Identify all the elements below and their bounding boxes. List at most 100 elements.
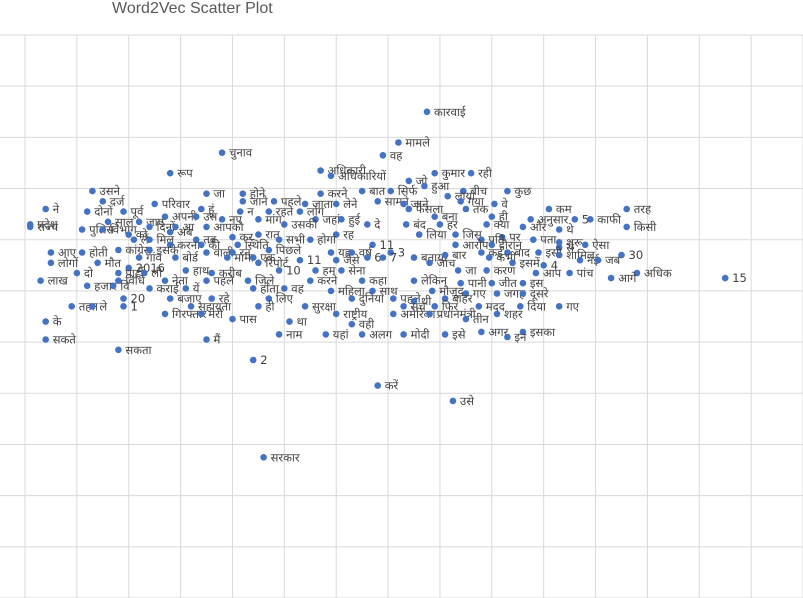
scatter-point[interactable] — [68, 303, 75, 310]
scatter-point[interactable] — [540, 262, 547, 269]
scatter-point[interactable] — [410, 254, 418, 261]
scatter-point[interactable] — [229, 249, 236, 256]
scatter-point[interactable] — [555, 251, 563, 259]
scatter-point[interactable] — [172, 223, 179, 231]
scatter-point[interactable] — [364, 221, 371, 228]
scatter-point[interactable] — [441, 331, 449, 338]
scatter-point[interactable] — [504, 249, 511, 256]
scatter-point[interactable] — [73, 269, 81, 277]
scatter-point[interactable] — [390, 295, 397, 302]
scatter-point[interactable] — [166, 228, 174, 236]
scatter-point[interactable] — [286, 318, 293, 325]
scatter-point[interactable] — [255, 259, 262, 267]
scatter-point[interactable] — [504, 333, 511, 341]
scatter-point[interactable] — [37, 277, 44, 285]
scatter-point[interactable] — [161, 310, 169, 318]
scatter-point[interactable] — [491, 200, 498, 208]
scatter-point[interactable] — [42, 318, 49, 325]
scatter-point[interactable] — [426, 310, 433, 318]
scatter-point[interactable] — [255, 303, 262, 310]
scatter-point[interactable] — [527, 216, 534, 223]
scatter-point[interactable] — [317, 167, 324, 174]
scatter-point[interactable] — [467, 169, 475, 177]
scatter-point[interactable] — [423, 108, 431, 116]
scatter-point[interactable] — [166, 169, 174, 177]
scatter-point[interactable] — [369, 241, 376, 249]
scatter-point[interactable] — [545, 205, 553, 213]
scatter-point[interactable] — [229, 315, 236, 323]
scatter-point[interactable] — [421, 182, 428, 190]
scatter-point[interactable] — [327, 172, 335, 180]
scatter-point[interactable] — [115, 346, 122, 354]
scatter-point[interactable] — [449, 397, 457, 405]
scatter-point[interactable] — [203, 223, 210, 231]
scatter-point[interactable] — [488, 213, 496, 220]
scatter-point[interactable] — [172, 254, 179, 261]
scatter-point[interactable] — [517, 303, 524, 310]
scatter-point[interactable] — [203, 336, 210, 343]
scatter-point[interactable] — [374, 382, 382, 389]
scatter-point[interactable] — [203, 277, 210, 285]
scatter-point[interactable] — [224, 254, 231, 261]
scatter-point[interactable] — [509, 259, 516, 267]
scatter-point[interactable] — [265, 246, 273, 254]
scatter-point[interactable] — [296, 256, 304, 264]
scatter-point[interactable] — [135, 254, 143, 261]
scatter-point[interactable] — [166, 241, 174, 249]
scatter-point[interactable] — [358, 187, 366, 195]
scatter-point[interactable] — [42, 336, 49, 343]
scatter-point[interactable] — [198, 205, 205, 213]
scatter-point[interactable] — [141, 269, 148, 277]
scatter-point[interactable] — [519, 290, 527, 297]
scatter-point[interactable] — [374, 198, 382, 205]
scatter-point[interactable] — [348, 295, 356, 302]
scatter-point[interactable] — [358, 331, 366, 338]
scatter-point[interactable] — [436, 221, 444, 228]
scatter-point[interactable] — [475, 303, 483, 310]
scatter-point[interactable] — [488, 279, 496, 287]
scatter-point[interactable] — [327, 249, 335, 256]
scatter-point[interactable] — [89, 303, 96, 310]
scatter-point[interactable] — [301, 303, 309, 310]
scatter-point[interactable] — [260, 454, 267, 461]
scatter-point[interactable] — [192, 236, 200, 243]
scatter-point[interactable] — [301, 200, 309, 208]
scatter-point[interactable] — [182, 285, 190, 292]
scatter-point[interactable] — [519, 279, 527, 287]
scatter-point[interactable] — [410, 277, 418, 285]
scatter-point[interactable] — [555, 226, 563, 233]
scatter-point[interactable] — [120, 295, 127, 302]
scatter-point[interactable] — [400, 200, 407, 208]
scatter-point[interactable] — [493, 310, 501, 318]
scatter-point[interactable] — [130, 236, 138, 243]
scatter-point[interactable] — [400, 303, 407, 310]
scatter-point[interactable] — [530, 236, 537, 243]
scatter-point[interactable] — [322, 331, 330, 338]
scatter-point[interactable] — [415, 231, 423, 238]
scatter-point[interactable] — [26, 223, 34, 231]
scatter-point[interactable] — [594, 256, 602, 264]
scatter-point[interactable] — [457, 279, 465, 287]
scatter-point[interactable] — [571, 216, 579, 223]
scatter-point[interactable] — [457, 198, 465, 205]
scatter-point[interactable] — [120, 303, 127, 310]
scatter-point[interactable] — [441, 295, 449, 302]
scatter-point[interactable] — [405, 177, 413, 185]
scatter-point[interactable] — [146, 236, 153, 243]
scatter-point[interactable] — [236, 208, 244, 215]
scatter-point[interactable] — [493, 290, 501, 297]
scatter-point[interactable] — [387, 187, 395, 195]
scatter-point[interactable] — [498, 233, 506, 241]
scatter-point[interactable] — [115, 269, 122, 277]
scatter-point[interactable] — [387, 249, 395, 256]
scatter-point[interactable] — [218, 149, 226, 156]
scatter-point[interactable] — [198, 241, 205, 249]
scatter-point[interactable] — [483, 267, 490, 274]
scatter-point[interactable] — [307, 277, 314, 285]
scatter-point[interactable] — [327, 287, 335, 295]
scatter-point[interactable] — [83, 282, 91, 290]
scatter-point[interactable] — [504, 187, 511, 195]
scatter-point[interactable] — [218, 216, 226, 223]
scatter-point[interactable] — [234, 241, 241, 249]
scatter-point[interactable] — [402, 221, 410, 228]
